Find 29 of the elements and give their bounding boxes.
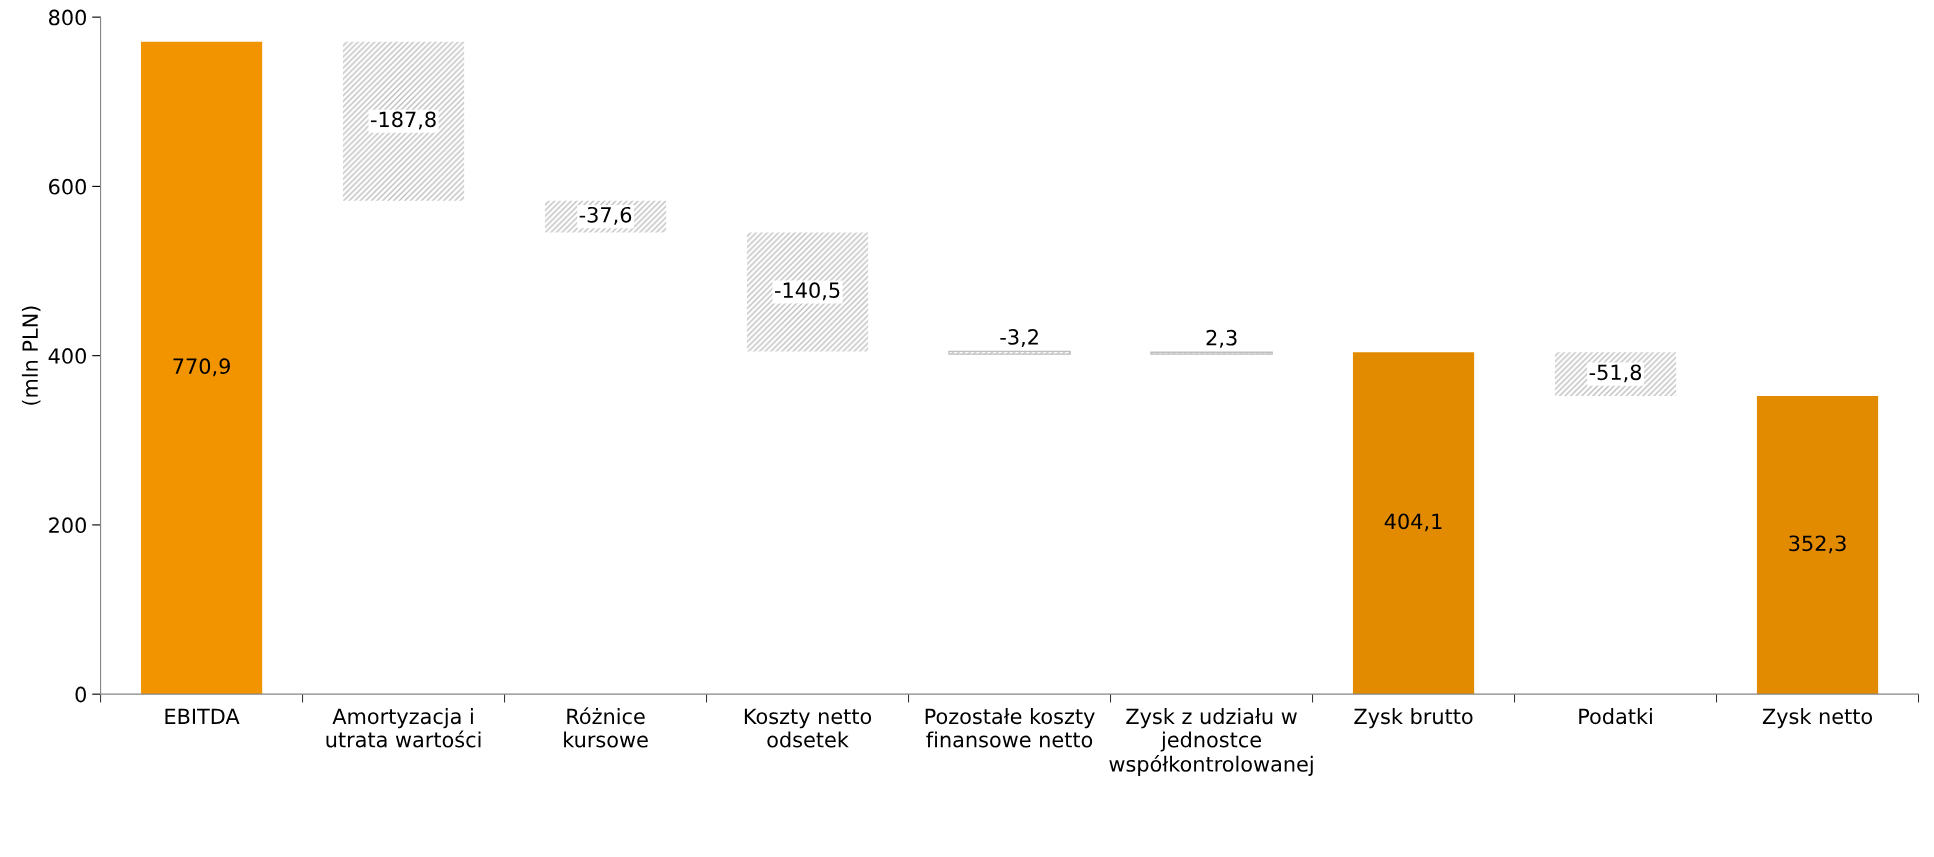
x-tick-label: Zysk netto — [1762, 708, 1873, 729]
x-tick-label: Koszty netto odsetek — [744, 708, 872, 748]
data-label: -187,8 — [371, 111, 436, 130]
x-tick-label: EBITDA — [165, 708, 240, 724]
bar — [140, 41, 263, 695]
data-label: -37,6 — [579, 206, 632, 225]
bar — [1756, 396, 1879, 695]
data-label: -51,8 — [1589, 364, 1642, 383]
x-tick-label: Amortyzacja i utrata wartości — [326, 708, 481, 748]
data-label: 352,3 — [1789, 535, 1846, 554]
x-tick-label: Różnice kursowe — [564, 707, 648, 748]
y-tick-label: 200 — [49, 517, 86, 534]
data-label: 2,3 — [1206, 329, 1237, 348]
data-label: -3,2 — [1000, 329, 1038, 347]
x-tick-label: Zysk z udziału w jednostce współkontrolowanej — [1109, 708, 1313, 776]
data-label: 404,1 — [1384, 513, 1442, 532]
y-axis-title: (mln PLN) — [21, 306, 41, 405]
data-label: -140,5 — [774, 282, 840, 301]
bar — [746, 232, 869, 352]
x-tick-label: Podatki — [1579, 708, 1652, 725]
y-tick-label: 600 — [49, 178, 86, 195]
y-tick-label: 800 — [49, 9, 86, 26]
bar — [342, 41, 465, 201]
y-tick-label: 400 — [48, 348, 86, 364]
x-tick-label: Zysk brutto — [1354, 708, 1473, 729]
data-label: 770,9 — [173, 358, 230, 377]
x-tick-label: Pozostałe koszty finansowe netto — [925, 708, 1095, 748]
y-tick-label: 0 — [75, 686, 86, 703]
bar — [1352, 352, 1475, 695]
